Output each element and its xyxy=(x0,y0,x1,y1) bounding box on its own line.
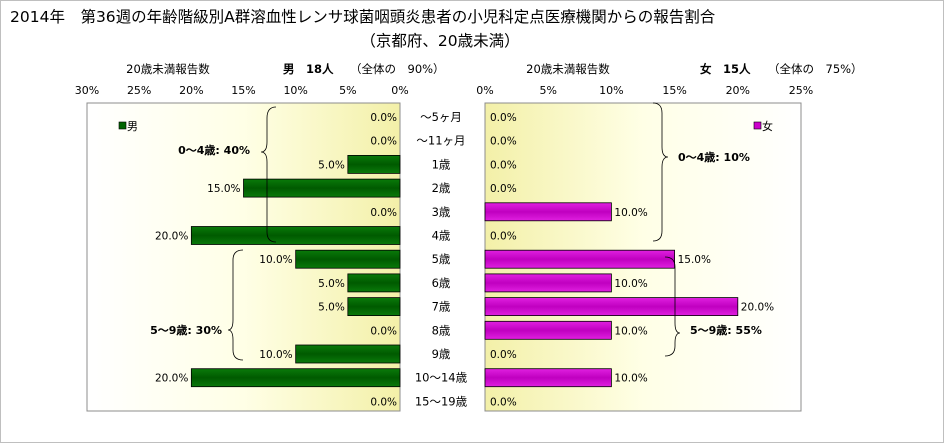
age-group-label: 15～19歳 xyxy=(415,394,468,408)
right-header-count: 女 15人 xyxy=(700,62,751,76)
left-bracket1-label: 0～4歳: 40% xyxy=(178,143,250,157)
male-data-label: 0.0% xyxy=(370,112,397,124)
right-tick-label: 20% xyxy=(726,84,750,97)
right-tick-label: 5% xyxy=(539,84,556,97)
male-data-label: 0.0% xyxy=(370,325,397,337)
male-bar xyxy=(190,226,401,245)
right-tick-label: 25% xyxy=(789,84,813,97)
male-bar xyxy=(190,368,401,388)
right-axis-ticks: 0% 5% 10% 15% 20% 25% xyxy=(476,84,813,97)
female-bar xyxy=(484,320,612,340)
female-data-label: 0.0% xyxy=(490,231,517,243)
left-tick-label: 15% xyxy=(231,84,255,97)
male-data-label: 5.0% xyxy=(318,278,345,290)
age-group-label: 6歳 xyxy=(432,276,451,290)
female-bar xyxy=(484,368,612,388)
left-header-label: 20歳未満報告数 xyxy=(126,62,210,76)
left-bracket2-label: 5～9歳: 30% xyxy=(150,323,222,337)
left-tick-label: 0% xyxy=(391,84,408,97)
female-bar xyxy=(484,202,612,222)
left-legend-swatch xyxy=(118,121,127,130)
male-data-label: 20.0% xyxy=(155,231,188,243)
male-data-label: 5.0% xyxy=(318,159,345,171)
age-group-label: 7歳 xyxy=(432,300,451,314)
male-bar xyxy=(347,297,401,317)
female-data-label: 0.0% xyxy=(490,159,517,171)
female-bar xyxy=(484,273,612,293)
male-data-label: 10.0% xyxy=(259,254,292,266)
right-legend-swatch xyxy=(753,121,762,130)
male-data-label: 15.0% xyxy=(207,183,240,195)
age-group-label: 4歳 xyxy=(432,229,451,243)
female-bar xyxy=(484,297,739,317)
male-bar xyxy=(243,178,401,198)
male-bar xyxy=(347,273,401,293)
right-tick-label: 15% xyxy=(662,84,686,97)
left-tick-label: 10% xyxy=(283,84,307,97)
female-bar xyxy=(484,249,676,269)
right-tick-label: 0% xyxy=(476,84,493,97)
female-data-label: 10.0% xyxy=(614,373,647,385)
left-header-count: 男 18人 xyxy=(283,62,334,76)
male-data-label: 0.0% xyxy=(370,207,397,219)
right-header-total: （全体の 75%） xyxy=(768,62,863,76)
right-bracket-5-9 xyxy=(664,256,681,357)
female-data-label: 15.0% xyxy=(678,254,711,266)
age-group-label: 8歳 xyxy=(432,323,451,337)
female-data-label: 10.0% xyxy=(614,325,647,337)
left-tick-label: 25% xyxy=(127,84,151,97)
left-tick-label: 5% xyxy=(339,84,356,97)
female-data-label: 10.0% xyxy=(614,207,647,219)
right-tick-label: 10% xyxy=(599,84,623,97)
chart-title: 2014年 第36週の年齢階級別A群溶血性レンサ球菌咽頭炎患者の小児科定点医療機… xyxy=(10,8,716,26)
male-bar xyxy=(295,344,401,364)
male-bar xyxy=(347,154,401,174)
age-group-label: 1歳 xyxy=(432,157,451,171)
left-header-total: （全体の 90%） xyxy=(350,62,445,76)
female-data-label: 0.0% xyxy=(490,112,517,124)
age-group-label: 9歳 xyxy=(432,347,451,361)
male-data-label: 20.0% xyxy=(155,373,188,385)
right-bracket-0-4 xyxy=(652,102,669,242)
age-group-label: ～11ヶ月 xyxy=(416,134,465,148)
right-bracket2-label: 5～9歳: 55% xyxy=(690,323,762,337)
age-group-label: ～5ヶ月 xyxy=(420,110,462,124)
left-bracket-0-4 xyxy=(260,106,277,243)
chart-subtitle: （京都府、20歳未満） xyxy=(360,32,519,50)
left-tick-label: 20% xyxy=(179,84,203,97)
left-bracket-5-9 xyxy=(227,249,244,361)
female-data-label: 0.0% xyxy=(490,136,517,148)
right-header-label: 20歳未満報告数 xyxy=(526,62,610,76)
female-data-label: 10.0% xyxy=(614,278,647,290)
female-data-label: 0.0% xyxy=(490,396,517,408)
female-data-label: 0.0% xyxy=(490,183,517,195)
male-data-label: 5.0% xyxy=(318,302,345,314)
male-data-label: 0.0% xyxy=(370,136,397,148)
left-legend-label: 男 xyxy=(127,120,138,133)
male-bar xyxy=(295,249,401,269)
age-group-label: 10～14歳 xyxy=(415,371,468,385)
age-group-label: 2歳 xyxy=(432,181,451,195)
female-data-label: 20.0% xyxy=(741,302,774,314)
male-data-label: 10.0% xyxy=(259,349,292,361)
left-axis-ticks: 30% 25% 20% 15% 10% 5% 0% xyxy=(75,84,409,97)
age-group-label: 5歳 xyxy=(432,252,451,266)
right-legend-label: 女 xyxy=(762,119,773,133)
male-data-label: 0.0% xyxy=(370,396,397,408)
female-data-label: 0.0% xyxy=(490,349,517,361)
age-group-label: 3歳 xyxy=(432,205,451,219)
right-bracket1-label: 0～4歳: 10% xyxy=(678,150,750,164)
left-tick-label: 30% xyxy=(75,84,99,97)
